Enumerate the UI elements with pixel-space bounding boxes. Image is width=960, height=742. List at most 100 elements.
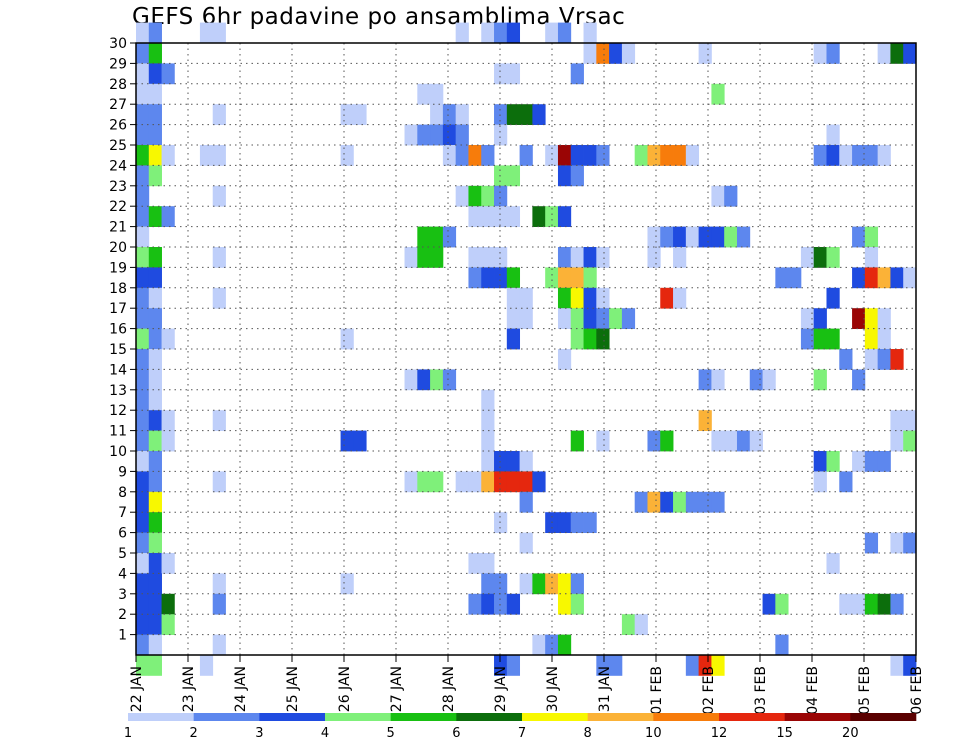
heatmap-cell	[148, 43, 162, 64]
heatmap-cell	[148, 451, 162, 472]
heatmap-cell	[199, 145, 214, 166]
heatmap-cell	[813, 145, 827, 166]
heatmap-cell	[494, 63, 508, 85]
colorbar-swatch	[456, 713, 523, 721]
heatmap-cell	[212, 593, 226, 615]
heatmap-cell	[852, 226, 866, 248]
heatmap-cell	[557, 145, 572, 166]
heatmap-cell	[852, 267, 866, 289]
heatmap-cell	[494, 22, 508, 44]
heatmap-cell	[506, 267, 521, 289]
heatmap-cell	[673, 226, 687, 248]
heatmap-cell	[596, 145, 610, 166]
heatmap-cell	[340, 328, 354, 350]
heatmap-cell	[481, 553, 495, 574]
heatmap-cell	[506, 471, 521, 493]
heatmap-cell	[673, 247, 687, 268]
heatmap-cell	[494, 247, 508, 268]
heatmap-cell	[570, 145, 584, 166]
heatmap-cell	[506, 308, 521, 329]
heatmap-cell	[557, 165, 572, 187]
heatmap-cell	[136, 124, 150, 146]
heatmap-cell	[621, 614, 636, 635]
heatmap-cell	[583, 512, 597, 533]
heatmap-cell	[136, 430, 150, 452]
y-tick-label: 14	[109, 362, 127, 378]
heatmap-cell	[136, 308, 150, 329]
heatmap-cell	[161, 593, 175, 615]
heatmap-cell	[481, 430, 495, 452]
heatmap-cell	[557, 206, 572, 227]
heatmap-cell	[583, 287, 597, 309]
heatmap-cell	[557, 573, 572, 595]
heatmap-cell	[506, 328, 521, 350]
colorbar-swatch	[587, 713, 654, 721]
heatmap-cell	[736, 226, 751, 248]
heatmap-cell	[468, 247, 482, 268]
heatmap-cell	[826, 124, 840, 146]
heatmap-cell	[724, 430, 738, 452]
heatmap-cell	[404, 247, 418, 268]
heatmap-cell	[506, 22, 521, 44]
heatmap-cell	[711, 369, 725, 391]
heatmap-cell	[494, 206, 508, 227]
heatmap-cell	[775, 634, 789, 656]
y-tick-label: 4	[118, 566, 127, 582]
heatmap-cell	[685, 145, 700, 166]
heatmap-cell	[468, 553, 482, 574]
colorbar-swatch	[719, 713, 785, 721]
heatmap-cell	[903, 43, 917, 64]
heatmap-cell	[775, 593, 789, 615]
heatmap-cell	[813, 328, 827, 350]
heatmap-cell	[852, 451, 866, 472]
heatmap-cell	[136, 226, 150, 248]
heatmap-cell	[136, 369, 150, 391]
heatmap-cell	[609, 308, 623, 329]
colorbar-label: 3	[255, 726, 263, 741]
heatmap-cell	[864, 226, 879, 248]
heatmap-cell	[813, 451, 827, 472]
y-axis: 1234567891011121314151617181920212223242…	[109, 36, 136, 644]
heatmap-cell	[557, 247, 572, 268]
heatmap-cell	[404, 471, 418, 493]
heatmap-cell	[724, 185, 738, 207]
heatmap-cell	[430, 247, 444, 268]
y-tick-label: 22	[109, 199, 127, 215]
heatmap-cell	[468, 206, 482, 227]
heatmap-cell	[136, 63, 150, 85]
heatmap-cell	[481, 145, 495, 166]
heatmap-cell	[826, 553, 840, 574]
heatmap-cell	[212, 287, 226, 309]
heatmap-cell	[506, 165, 521, 187]
heatmap-cell	[903, 410, 917, 431]
heatmap-cell	[468, 185, 482, 207]
heatmap-cell	[494, 451, 508, 472]
heatmap-cell	[826, 328, 840, 350]
y-tick-label: 3	[118, 587, 127, 603]
x-tick-label: 27 JAN	[389, 666, 405, 712]
heatmap-cell	[494, 165, 508, 187]
heatmap-cell	[455, 124, 469, 146]
heatmap-cell	[864, 349, 879, 370]
heatmap-cell	[136, 389, 150, 411]
heatmap-cell	[826, 287, 840, 309]
y-tick-label: 17	[109, 301, 127, 317]
heatmap-cell	[212, 634, 226, 656]
heatmap-cell	[570, 430, 584, 452]
heatmap-cell	[698, 226, 712, 248]
heatmap-cell	[647, 145, 661, 166]
y-tick-label: 2	[118, 607, 127, 623]
heatmap-cell	[698, 410, 712, 431]
heatmap-cell	[481, 389, 495, 411]
heatmap-cell	[136, 22, 150, 44]
heatmap-cell	[430, 83, 444, 105]
heatmap-cell	[890, 430, 904, 452]
heatmap-cell	[557, 512, 572, 533]
x-tick-label: 22 JAN	[129, 666, 145, 712]
heatmap-cell	[877, 267, 891, 289]
heatmap-cell	[711, 655, 725, 676]
heatmap-cell	[813, 308, 827, 329]
heatmap-cell	[212, 573, 226, 595]
colorbar-label: 7	[518, 726, 526, 741]
heatmap-cell	[148, 145, 162, 166]
